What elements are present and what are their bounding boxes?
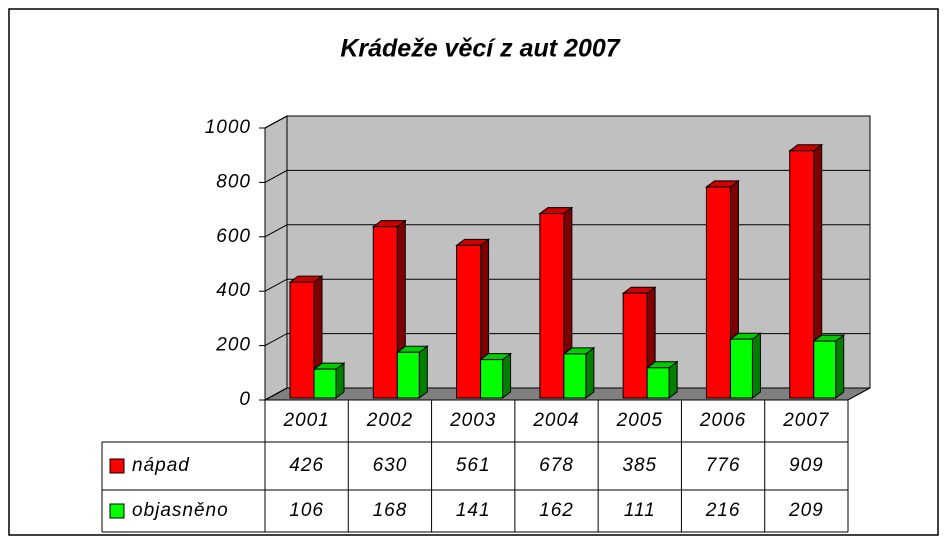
side-wall [264,115,288,401]
bar [456,244,482,399]
x-tick-label: 2006 [699,410,746,431]
table-value: 141 [456,500,491,521]
grid-line [264,115,870,129]
bar [646,367,670,399]
bar-side [835,334,845,399]
bar [396,351,420,399]
bar [729,338,753,399]
bar [372,226,398,399]
table-value: 426 [289,455,324,476]
table-value: 678 [539,455,574,476]
y-tick-label: 800 [216,171,251,192]
bar [563,353,587,399]
y-tick-label: 1000 [205,117,251,138]
y-tick-label: 200 [215,335,251,356]
table-value: 561 [456,455,491,476]
x-tick-label: 2005 [616,410,663,431]
x-tick-label: 2001 [283,410,330,431]
legend-label: objasněno [132,500,229,521]
table-value: 106 [289,500,324,521]
table-value: 909 [789,455,824,476]
grid-line [264,169,870,183]
table-value: 776 [706,455,741,476]
table-value: 630 [373,455,408,476]
legend-swatch [109,458,125,474]
legend-swatch [109,503,125,519]
bar-side [502,352,512,399]
bar [289,281,315,399]
table-value: 385 [622,455,657,476]
table-value: 216 [705,500,741,521]
table-value: 162 [539,500,574,521]
bar [622,292,648,399]
bar [789,150,815,399]
x-tick-label: 2004 [532,410,579,431]
grid-line [264,224,870,238]
bar [705,186,731,399]
table-value: 168 [373,500,408,521]
grid-line [264,333,870,347]
bar-side [418,345,428,399]
bar [539,213,565,399]
y-tick-label: 400 [216,280,251,301]
x-tick-label: 2003 [449,410,496,431]
x-tick-label: 2007 [782,410,830,431]
table-value: 111 [624,500,656,521]
bar-side [585,346,595,399]
table-value: 209 [788,500,824,521]
x-tick-label: 2002 [366,410,413,431]
bar [813,340,837,399]
y-tick-label: 600 [216,226,251,247]
bar-side [751,332,761,399]
grid-line [264,278,870,292]
legend-label: nápad [132,455,190,476]
bar [480,359,504,399]
chart-title: Krádeže věcí z aut 2007 [340,35,620,63]
bar [313,368,337,399]
y-tick-label: 0 [239,389,251,410]
